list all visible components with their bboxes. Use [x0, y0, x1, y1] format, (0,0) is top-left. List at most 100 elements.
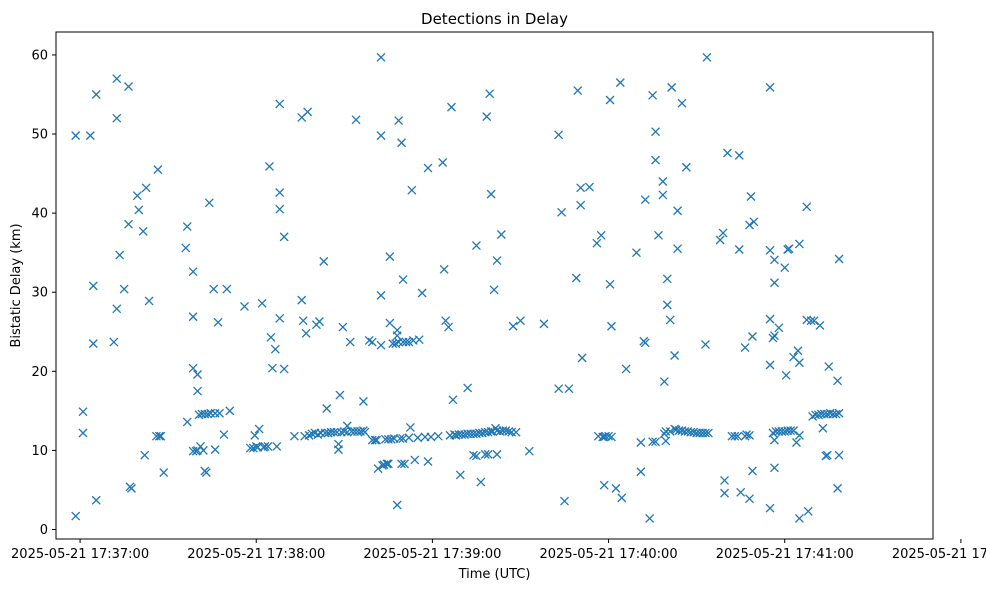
- data-point: [88, 339, 98, 349]
- data-point: [85, 131, 95, 141]
- data-point: [376, 52, 386, 62]
- data-point: [700, 428, 710, 438]
- data-point: [774, 323, 784, 333]
- data-point: [736, 487, 746, 497]
- data-point: [153, 165, 163, 175]
- data-point: [193, 370, 202, 379]
- data-point: [592, 238, 602, 248]
- data-point: [124, 219, 133, 229]
- data-point: [677, 98, 687, 108]
- data-point: [298, 316, 308, 326]
- data-point: [78, 428, 88, 438]
- data-point: [188, 363, 198, 373]
- data-point: [71, 511, 81, 521]
- data-point: [648, 437, 658, 447]
- data-point: [604, 431, 614, 441]
- data-point: [476, 477, 486, 487]
- data-point: [746, 192, 756, 201]
- data-point: [822, 450, 832, 460]
- data-point: [723, 148, 732, 158]
- data-point: [700, 339, 710, 349]
- data-point: [91, 495, 101, 505]
- data-point: [507, 427, 517, 437]
- data-point: [658, 190, 668, 200]
- data-point: [210, 408, 220, 418]
- data-point: [662, 274, 672, 284]
- data-point: [398, 275, 408, 285]
- data-point: [275, 313, 285, 323]
- data-point: [792, 438, 801, 447]
- data-point: [747, 466, 757, 476]
- data-point: [607, 321, 616, 331]
- data-point: [765, 245, 775, 255]
- data-point: [661, 426, 671, 436]
- data-point: [201, 468, 211, 478]
- data-point: [665, 426, 675, 436]
- data-point: [818, 423, 828, 433]
- data-point: [372, 435, 382, 445]
- data-point: [423, 163, 433, 173]
- data-point: [640, 338, 650, 348]
- data-point: [651, 155, 661, 165]
- data-point: [703, 428, 713, 438]
- data-point: [250, 430, 260, 440]
- data-point: [367, 337, 377, 347]
- data-point: [742, 430, 752, 440]
- plot-area: [55, 31, 934, 540]
- y-tick-label: 20: [31, 365, 48, 380]
- data-point: [188, 312, 198, 322]
- data-point: [573, 86, 583, 95]
- data-point: [264, 162, 274, 171]
- data-point: [665, 315, 675, 325]
- data-point: [272, 441, 282, 451]
- data-point: [455, 470, 465, 480]
- data-point: [134, 205, 144, 215]
- data-point: [373, 464, 383, 474]
- data-point: [834, 408, 844, 418]
- data-point: [441, 316, 451, 326]
- data-point: [156, 431, 166, 441]
- data-point: [636, 438, 646, 447]
- data-point: [360, 427, 370, 437]
- data-point: [383, 459, 393, 469]
- data-point: [394, 116, 404, 126]
- data-point: [203, 409, 213, 419]
- data-point: [577, 353, 587, 363]
- data-point: [576, 200, 586, 210]
- data-point: [275, 99, 285, 109]
- data-point: [215, 408, 224, 418]
- data-point: [270, 344, 280, 354]
- data-point: [392, 500, 402, 510]
- data-point: [112, 304, 122, 314]
- data-point: [193, 386, 202, 396]
- data-point: [471, 451, 481, 461]
- data-point: [370, 435, 380, 445]
- data-point: [279, 364, 289, 374]
- data-point: [471, 241, 481, 251]
- data-point: [279, 232, 289, 242]
- data-point: [564, 384, 574, 394]
- data-point: [834, 450, 844, 460]
- data-point: [388, 339, 398, 349]
- data-point: [219, 430, 229, 440]
- data-point: [730, 431, 740, 441]
- data-point: [119, 284, 129, 294]
- data-point: [765, 314, 775, 324]
- data-point: [648, 90, 658, 100]
- data-point: [784, 244, 794, 254]
- data-point: [605, 279, 615, 289]
- data-point: [769, 435, 779, 445]
- data-point: [617, 493, 627, 503]
- data-point: [611, 483, 621, 493]
- x-axis-label: Time (UTC): [458, 567, 531, 582]
- data-point: [702, 52, 712, 62]
- data-point: [789, 426, 798, 436]
- data-point: [524, 446, 534, 456]
- data-point: [599, 480, 609, 490]
- x-tick-label: 2025-05-21 17:40:00: [540, 547, 678, 562]
- data-point: [394, 337, 404, 347]
- data-point: [496, 230, 506, 239]
- data-point: [831, 409, 841, 419]
- data-point: [301, 328, 311, 338]
- data-point: [794, 358, 804, 368]
